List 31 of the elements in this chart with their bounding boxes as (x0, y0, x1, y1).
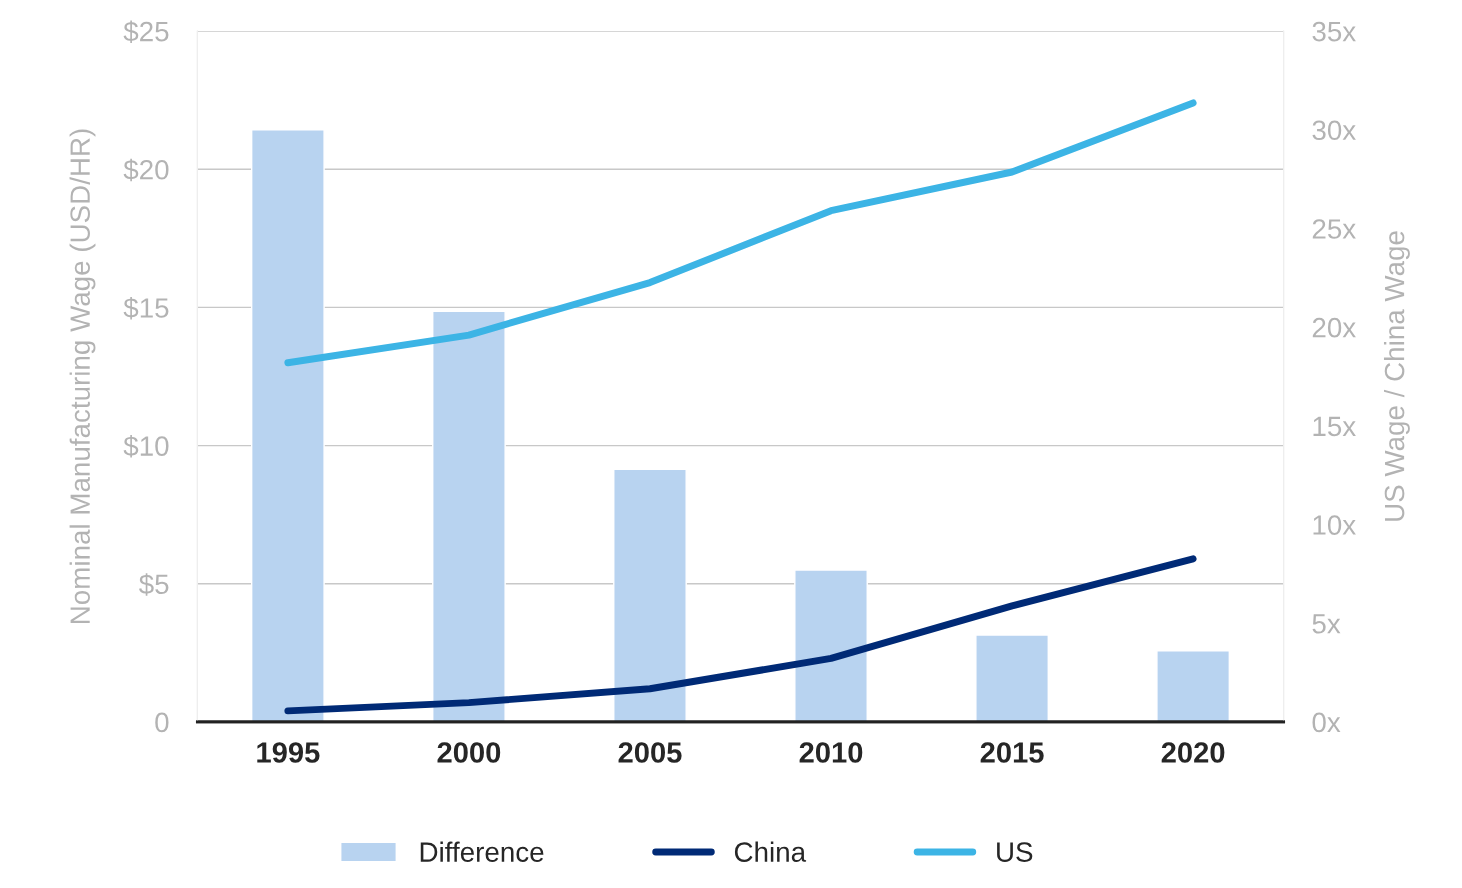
bar (1156, 650, 1231, 722)
legend-label: US (997, 842, 1033, 862)
bar (432, 310, 506, 722)
y-tick-label: $5 (139, 573, 169, 596)
x-tick-label: 1995 (257, 742, 320, 763)
y-tick-label: 0 (155, 712, 169, 733)
y2-tick-label: 30x (1312, 120, 1356, 141)
y2-tick-label: 20x (1312, 317, 1356, 338)
y-axis-title: Nominal Manufacturing Wage (USD/HR) (69, 129, 96, 624)
y2-tick-label: 0x (1312, 712, 1341, 733)
y-tick-label: $20 (123, 158, 169, 182)
x-tick-label: 2000 (437, 742, 501, 763)
y-tick-label: $10 (123, 435, 169, 458)
bar (794, 569, 868, 722)
x-tick-label: 2020 (1161, 742, 1225, 763)
legend-label: China (734, 841, 807, 862)
y-tick-label: $25 (123, 20, 169, 44)
y-tick-label: $15 (123, 296, 169, 320)
x-tick-label: 2015 (980, 742, 1044, 763)
x-tick-label: 2005 (618, 742, 682, 763)
y2-tick-label: 5x (1312, 614, 1341, 634)
bar (250, 129, 325, 722)
x-tick-label: 2010 (799, 742, 863, 763)
y2-tick-label: 15x (1313, 416, 1356, 437)
legend-label: Difference (420, 841, 544, 862)
bar (613, 468, 687, 722)
bar (975, 634, 1049, 722)
y2-tick-label: 10x (1313, 515, 1356, 535)
y2-tick-label: 25x (1312, 219, 1356, 239)
y2-axis-title: US Wage / China Wage (1383, 231, 1410, 521)
y2-tick-label: 35x (1312, 21, 1356, 42)
